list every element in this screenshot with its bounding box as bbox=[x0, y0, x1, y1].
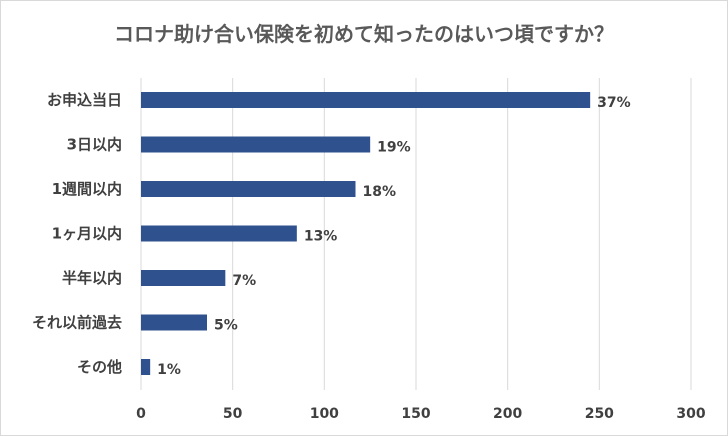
x-tick-label: 200 bbox=[493, 406, 522, 422]
category-label: 半年以内 bbox=[62, 269, 122, 287]
data-label: 7% bbox=[232, 273, 256, 289]
x-tick-label: 100 bbox=[310, 406, 339, 422]
x-tick-label: 50 bbox=[223, 406, 243, 422]
bars bbox=[141, 92, 591, 375]
data-label: 13% bbox=[304, 229, 338, 245]
category-label: 1週間以内 bbox=[52, 180, 122, 198]
data-label: 1% bbox=[157, 362, 181, 378]
x-tick-label: 0 bbox=[136, 406, 146, 422]
chart-title: コロナ助け合い保険を初めて知ったのはいつ頃ですか？ bbox=[114, 22, 614, 46]
data-label: 37% bbox=[597, 95, 631, 111]
data-label: 19% bbox=[377, 140, 411, 156]
gridlines bbox=[140, 78, 692, 390]
bar bbox=[141, 270, 226, 286]
x-tick-label: 250 bbox=[585, 406, 614, 422]
category-label: 3日以内 bbox=[67, 136, 122, 154]
data-label: 5% bbox=[214, 318, 238, 334]
category-label: 1ヶ月以内 bbox=[52, 225, 122, 243]
bar bbox=[141, 92, 591, 108]
x-tick-labels: 0 50 100 150 200 250 300 bbox=[136, 406, 706, 422]
data-labels: 37% 19% 18% 13% 7% 5% 1% bbox=[157, 95, 631, 378]
bar bbox=[141, 225, 297, 242]
bar bbox=[141, 136, 371, 153]
category-label: その他 bbox=[77, 358, 122, 376]
bar bbox=[141, 359, 151, 375]
x-tick-label: 300 bbox=[676, 406, 705, 422]
bar bbox=[141, 314, 207, 331]
x-tick-label: 150 bbox=[401, 406, 430, 422]
category-label: お申込当日 bbox=[47, 91, 122, 109]
bar bbox=[141, 181, 356, 197]
data-label: 18% bbox=[363, 184, 397, 200]
category-label: それ以前過去 bbox=[32, 314, 122, 332]
